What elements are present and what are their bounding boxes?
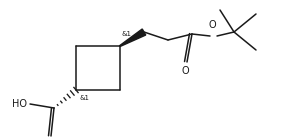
Text: &1: &1 xyxy=(80,95,90,101)
Text: O: O xyxy=(208,20,216,30)
Text: HO: HO xyxy=(12,99,27,109)
Text: &1: &1 xyxy=(121,31,131,37)
Text: O: O xyxy=(181,66,189,76)
Polygon shape xyxy=(120,29,146,46)
